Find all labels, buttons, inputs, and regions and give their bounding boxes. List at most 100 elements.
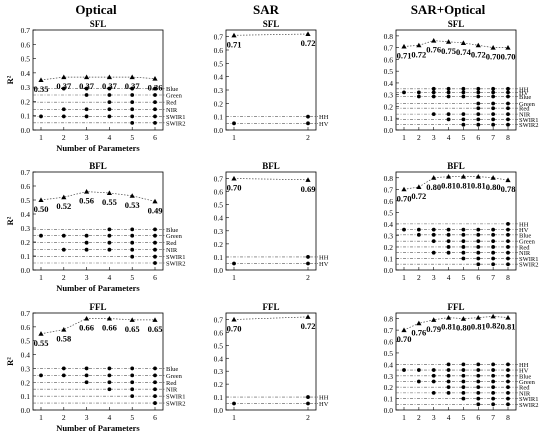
r2-marker bbox=[431, 37, 437, 43]
y-tick-label: 0.1 bbox=[384, 114, 394, 123]
y-tick-label: 0.0 bbox=[21, 266, 31, 275]
r2-marker bbox=[431, 317, 437, 322]
y-tick-label: 0.2 bbox=[21, 378, 31, 387]
selection-dot bbox=[416, 368, 421, 372]
selection-dot bbox=[446, 90, 451, 95]
x-tick-label: 2 bbox=[62, 133, 66, 142]
x-tick-label: 2 bbox=[306, 133, 310, 142]
y-axis-label: R² bbox=[5, 216, 15, 225]
selection-dot bbox=[476, 232, 481, 237]
selection-dot bbox=[107, 107, 112, 112]
param-label: Red bbox=[519, 385, 530, 392]
r2-value-label: 0.70 bbox=[397, 193, 412, 203]
y-tick-label: 0.0 bbox=[21, 406, 31, 415]
selection-dot bbox=[476, 86, 481, 91]
plot-frame bbox=[32, 312, 164, 411]
x-tick-label: 4 bbox=[108, 413, 112, 422]
y-tick-label: 0.7 bbox=[214, 175, 224, 184]
y-tick-label: 0.6 bbox=[21, 40, 31, 49]
selection-dot bbox=[476, 250, 481, 255]
y-tick-label: 0.3 bbox=[21, 364, 31, 373]
selection-dot bbox=[491, 86, 496, 91]
r2-value-label: 0.36 bbox=[148, 83, 163, 93]
selection-dot bbox=[107, 114, 112, 119]
param-label: NIR bbox=[519, 390, 531, 397]
panel-title: FFL bbox=[90, 302, 107, 312]
panel-title: SFL bbox=[90, 19, 107, 29]
r2-marker bbox=[38, 77, 44, 82]
param-label: SWIR1 bbox=[166, 114, 186, 121]
param-label: SWIR2 bbox=[166, 401, 186, 408]
selection-dot bbox=[130, 366, 135, 371]
r2-line bbox=[40, 191, 156, 202]
y-tick-label: 0.2 bbox=[384, 102, 394, 111]
r2-value-label: 0.72 bbox=[301, 321, 316, 331]
selection-dot bbox=[506, 90, 510, 95]
r2-value-label: 0.70 bbox=[397, 334, 412, 344]
y-tick-label: 0.6 bbox=[214, 46, 224, 55]
selection-dot bbox=[431, 373, 436, 378]
selection-dot bbox=[461, 112, 466, 117]
r2-marker bbox=[84, 74, 90, 80]
selection-dot bbox=[39, 233, 43, 238]
x-tick-label: 1 bbox=[39, 413, 43, 422]
selection-dot bbox=[491, 117, 496, 122]
r2-value-label: 0.56 bbox=[79, 196, 94, 206]
r2-marker bbox=[490, 45, 496, 50]
selection-dot bbox=[61, 233, 66, 238]
selection-dot bbox=[153, 247, 157, 252]
y-tick-label: 0.7 bbox=[214, 33, 224, 42]
x-tick-label: 3 bbox=[432, 413, 436, 422]
r2-value-label: 0.76 bbox=[411, 327, 426, 337]
y-tick-label: 0.2 bbox=[21, 238, 31, 247]
selection-dot bbox=[491, 90, 496, 95]
y-tick-label: 0.7 bbox=[21, 168, 31, 177]
x-tick-label: 5 bbox=[462, 133, 466, 142]
selection-dot bbox=[476, 90, 481, 95]
selection-dot bbox=[491, 256, 496, 261]
param-label: Red bbox=[519, 106, 530, 113]
y-tick-label: 0.4 bbox=[384, 360, 394, 369]
x-tick-label: 7 bbox=[491, 273, 495, 282]
r2-value-label: 0.66 bbox=[79, 323, 94, 333]
y-tick-label: 0.6 bbox=[384, 197, 394, 206]
r2-marker bbox=[505, 45, 511, 50]
param-label: Green bbox=[166, 93, 183, 100]
selection-dot bbox=[476, 402, 481, 407]
r2-marker bbox=[106, 315, 112, 321]
r2-marker bbox=[475, 314, 481, 320]
selection-dot bbox=[506, 106, 510, 111]
selection-dot bbox=[107, 247, 112, 252]
selection-dot bbox=[39, 373, 43, 378]
param-label: SWIR2 bbox=[166, 120, 186, 127]
selection-dot bbox=[306, 121, 310, 126]
r2-value-label: 0.37 bbox=[102, 81, 118, 91]
selection-dot bbox=[130, 107, 135, 112]
selection-dot bbox=[232, 401, 236, 406]
r2-marker bbox=[231, 32, 237, 38]
r2-marker bbox=[129, 317, 135, 322]
x-tick-label: 5 bbox=[130, 273, 134, 282]
selection-dot bbox=[107, 387, 112, 392]
y-tick-label: 0.4 bbox=[384, 220, 394, 229]
y-tick-label: 0.5 bbox=[384, 67, 394, 76]
selection-dot bbox=[153, 261, 157, 265]
r2-marker bbox=[431, 175, 437, 180]
selection-dot bbox=[446, 379, 451, 384]
selection-dot bbox=[306, 401, 310, 406]
r2-marker bbox=[401, 43, 407, 49]
r2-marker bbox=[505, 314, 511, 320]
selection-dot bbox=[431, 368, 436, 372]
x-tick-label: 2 bbox=[306, 413, 310, 422]
y-tick-label: 0.7 bbox=[214, 315, 224, 324]
selection-dot bbox=[107, 93, 112, 97]
r2-marker bbox=[129, 74, 135, 80]
selection-dot bbox=[491, 239, 496, 244]
x-axis-label: Number of Parameters bbox=[56, 143, 140, 153]
y-tick-label: 0.4 bbox=[214, 354, 224, 363]
param-label: HV bbox=[519, 90, 529, 97]
selection-dot bbox=[476, 101, 481, 106]
selection-dot bbox=[491, 362, 496, 367]
selection-dot bbox=[153, 387, 157, 392]
r2-value-label: 0.75 bbox=[441, 46, 456, 56]
